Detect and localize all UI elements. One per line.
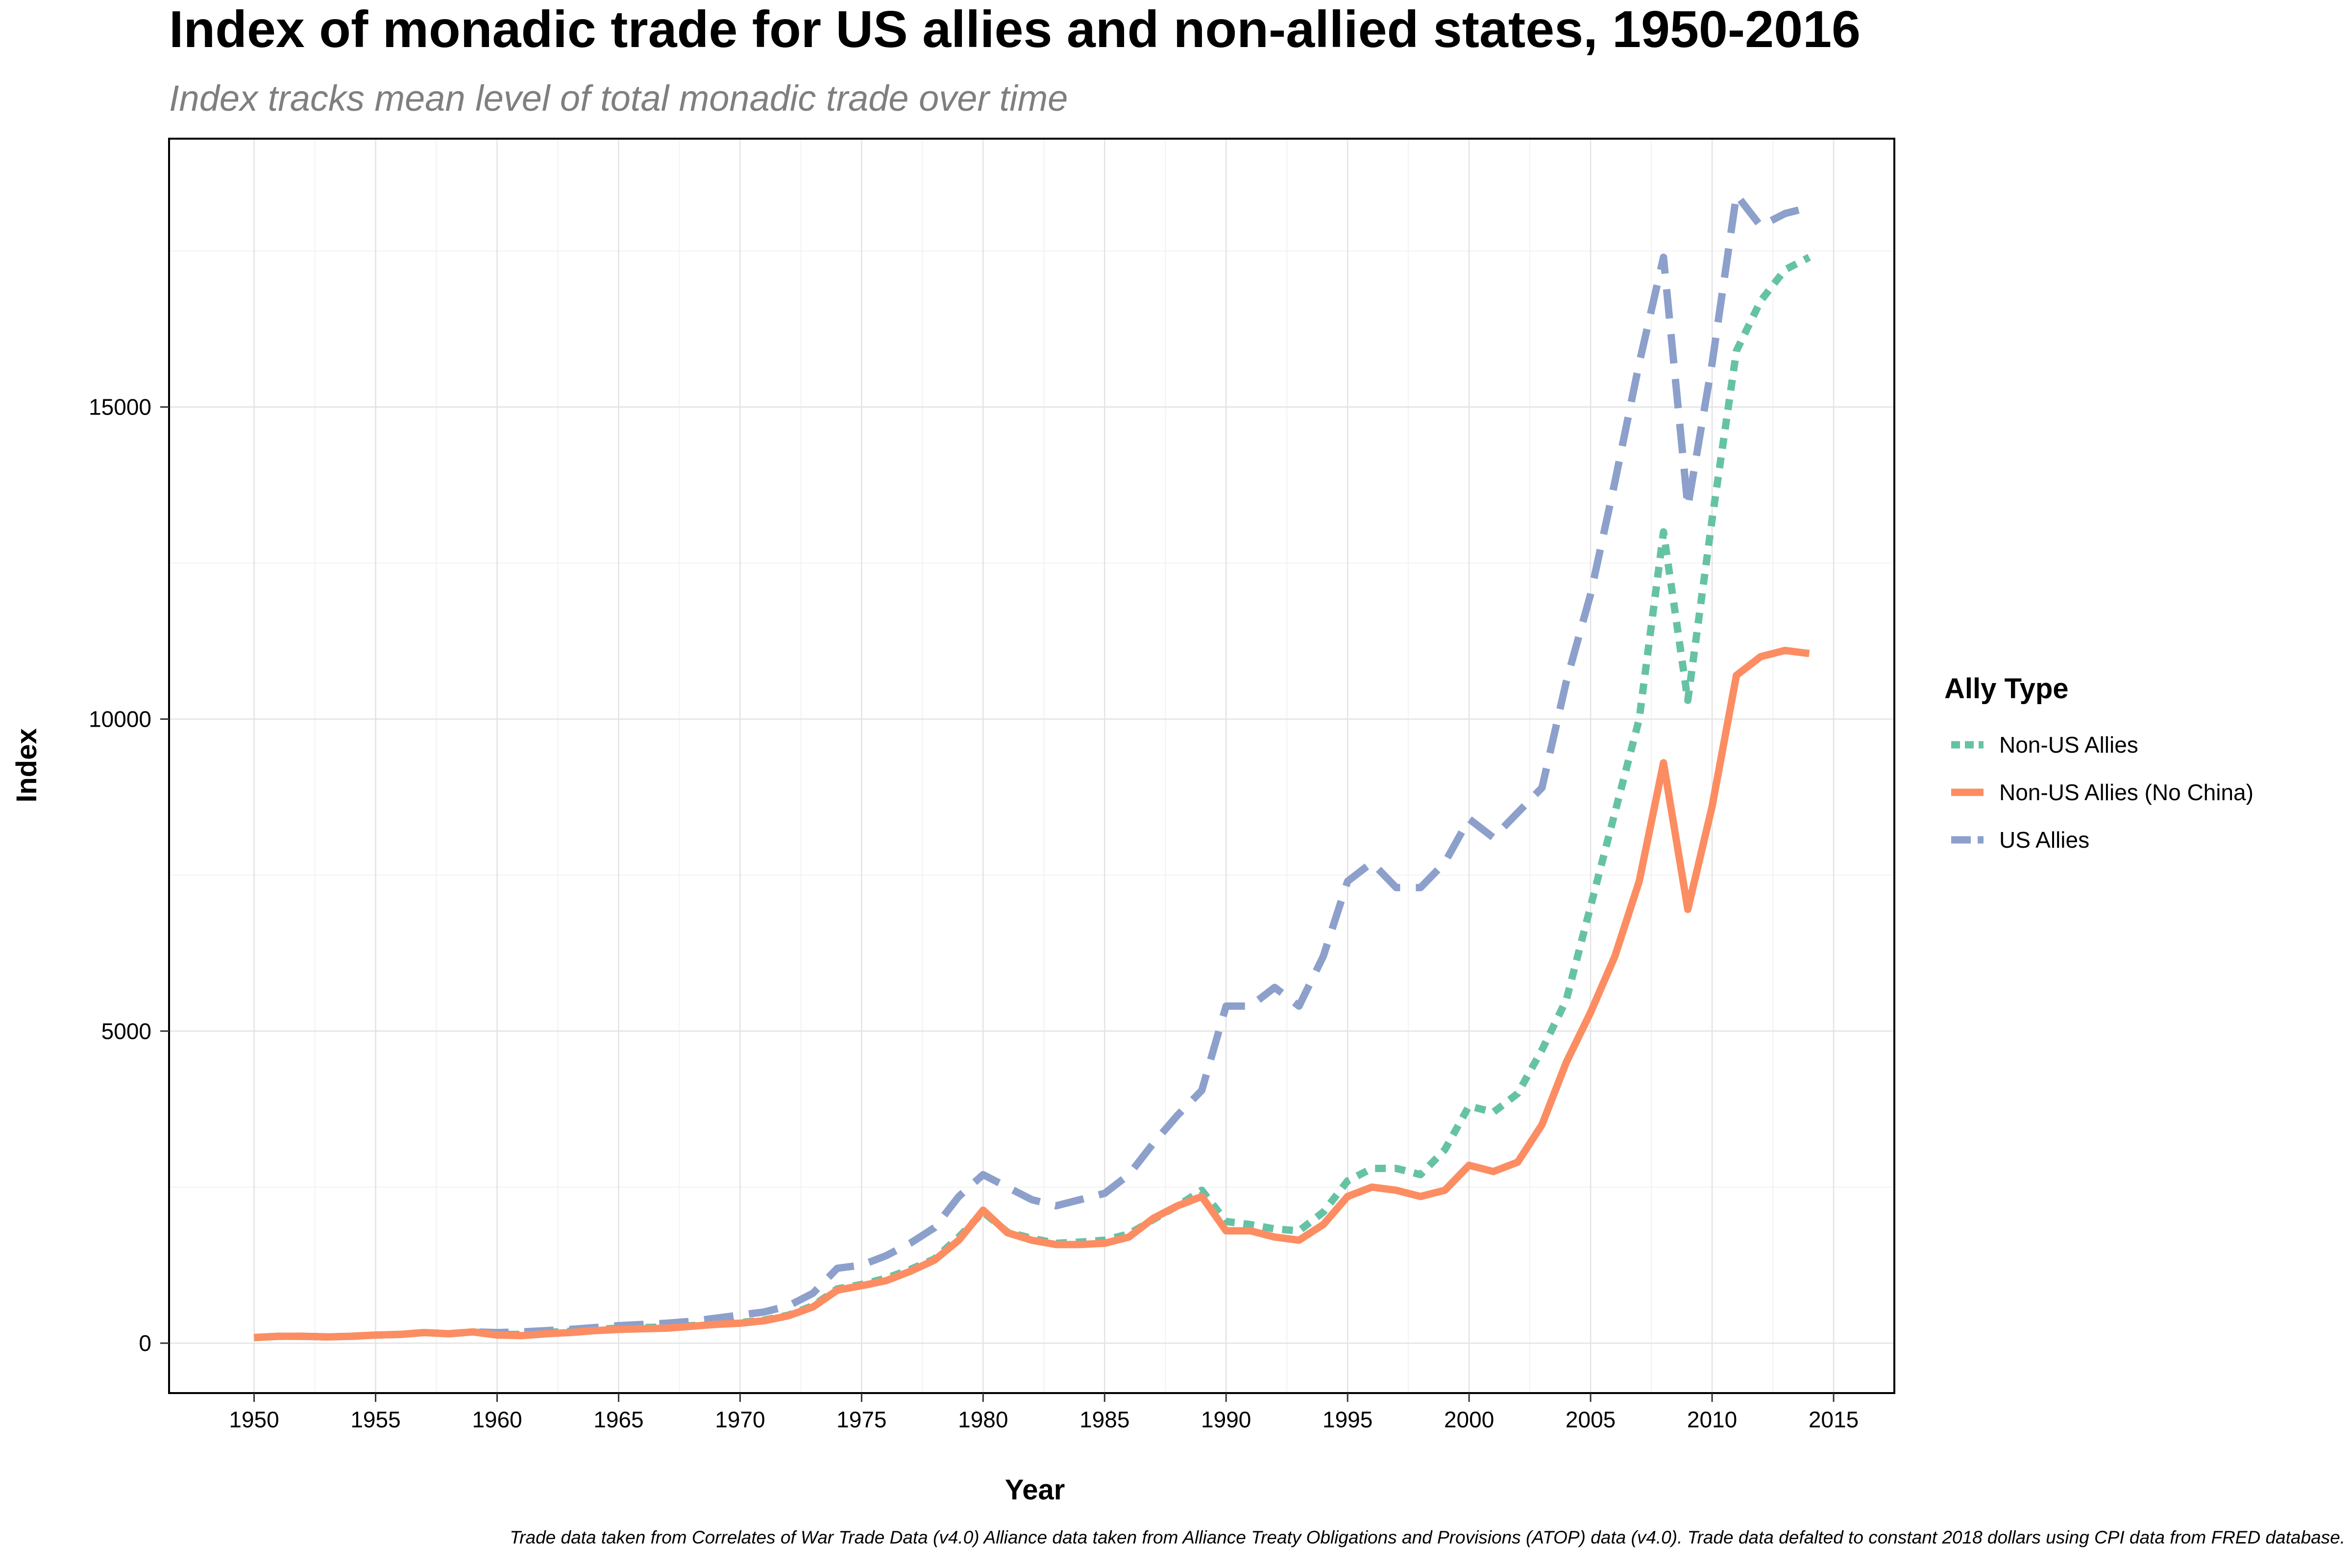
y-axis: 0 5000 10000 15000: [89, 394, 169, 1356]
x-tick-label: 2015: [1809, 1407, 1859, 1432]
chart-caption: Trade data taken from Correlates of War …: [510, 1527, 2345, 1547]
legend-label: US Allies: [1999, 827, 2089, 853]
x-tick-label: 1950: [229, 1407, 279, 1432]
x-tick-label: 1960: [472, 1407, 522, 1432]
series-line-non-us-allies: [254, 254, 1811, 1342]
y-tick-label: 10000: [89, 706, 151, 732]
y-axis-title: Index: [11, 728, 43, 803]
x-tick-label: 1985: [1079, 1407, 1129, 1432]
x-axis-title: Year: [1005, 1474, 1065, 1506]
y-tick-label: 15000: [89, 394, 151, 420]
x-tick-label: 2005: [1566, 1407, 1616, 1432]
chart-title: Index of monadic trade for US allies and…: [169, 0, 1861, 58]
x-tick-label: 2010: [1687, 1407, 1737, 1432]
legend-label: Non-US Allies (No China): [1999, 780, 2254, 805]
x-axis: 1950 1955 1960 1965 1970 1975 1980 1985 1990 1995…: [229, 1393, 1859, 1432]
x-tick-label: 2000: [1444, 1407, 1494, 1432]
y-tick-label: 5000: [101, 1018, 151, 1044]
x-tick-label: 1975: [836, 1407, 886, 1432]
series-lines: [254, 191, 1811, 1342]
legend-title: Ally Type: [1944, 673, 2069, 705]
x-tick-label: 1965: [593, 1407, 643, 1432]
chart-subtitle: Index tracks mean level of total monadic…: [169, 78, 1068, 119]
y-tick-label: 0: [139, 1330, 151, 1356]
grid-lines: [169, 139, 1894, 1393]
x-tick-label: 1955: [350, 1407, 400, 1432]
legend: Ally Type Non-US Allies Non-US Allies (No…: [1944, 673, 2254, 853]
series-line-non-us-allies-no-china: [254, 646, 1810, 1342]
legend-label: Non-US Allies: [1999, 732, 2138, 758]
series-line-us-allies: [254, 191, 1811, 1342]
x-tick-label: 1970: [715, 1407, 765, 1432]
x-tick-label: 1990: [1201, 1407, 1251, 1432]
x-tick-label: 1980: [958, 1407, 1008, 1432]
x-tick-label: 1995: [1323, 1407, 1372, 1432]
plot-panel-border: [168, 138, 1895, 1394]
